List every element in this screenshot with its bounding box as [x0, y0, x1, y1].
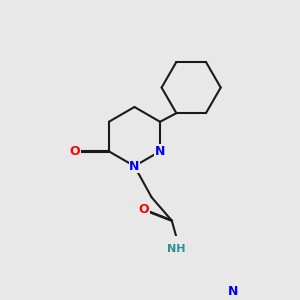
Text: N: N: [129, 160, 140, 172]
Text: O: O: [139, 203, 149, 216]
Text: N: N: [228, 285, 238, 298]
Text: O: O: [69, 145, 80, 158]
Text: NH: NH: [167, 244, 186, 254]
Text: N: N: [155, 145, 165, 158]
